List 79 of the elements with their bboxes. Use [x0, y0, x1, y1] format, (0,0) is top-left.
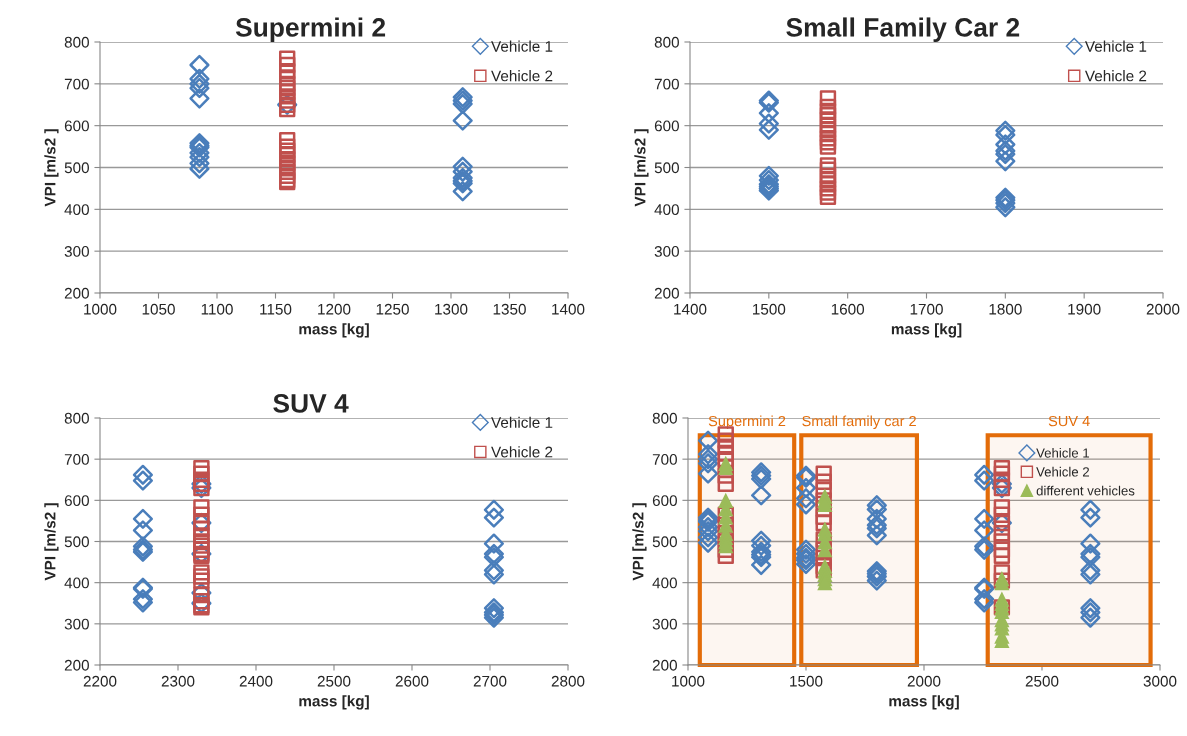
- legend-label: Vehicle 1: [1084, 40, 1147, 52]
- x-tick-label: 1150: [260, 303, 292, 315]
- x-axis-title: mass [kg]: [891, 323, 962, 338]
- band-label: Small family car 2: [802, 415, 916, 430]
- x-tick-label: 1900: [1068, 303, 1101, 315]
- x-tick-label: 2000: [1146, 303, 1180, 315]
- chart-title: Small Family Car 2: [786, 17, 1020, 42]
- legend-label: Vehicle 1: [491, 416, 553, 428]
- x-tick-label: 1600: [831, 303, 865, 315]
- x-tick-label: 1000: [84, 303, 117, 315]
- x-tick-label: 2200: [83, 675, 117, 687]
- x-tick-label: 2800: [551, 675, 585, 687]
- y-tick-label: 500: [64, 536, 89, 548]
- y-tick-label: 700: [64, 78, 89, 90]
- x-tick-label: 3000: [1143, 675, 1177, 687]
- x-tick-label: 1300: [435, 303, 468, 315]
- x-tick-label: 2400: [239, 675, 273, 687]
- y-tick-label: 600: [652, 495, 677, 507]
- x-tick-label: 1200: [318, 303, 351, 315]
- x-tick-label: 1100: [201, 303, 233, 315]
- y-tick-label: 500: [654, 162, 679, 174]
- y-tick-label: 300: [64, 618, 89, 630]
- band-label: SUV 4: [1048, 415, 1090, 427]
- x-tick-label: 1400: [674, 303, 707, 315]
- x-tick-label: 1250: [376, 303, 409, 315]
- y-tick-label: 400: [652, 577, 677, 589]
- y-tick-label: 200: [64, 659, 89, 671]
- x-axis-title: mass [kg]: [299, 323, 369, 338]
- x-tick-label: 2500: [1025, 675, 1059, 687]
- y-tick-label: 400: [64, 204, 89, 216]
- y-axis-title: VPI [m/s2 ]: [44, 503, 59, 581]
- y-tick-label: 300: [654, 246, 679, 257]
- y-tick-label: 700: [64, 454, 89, 465]
- y-tick-label: 700: [652, 454, 677, 465]
- y-tick-label: 200: [654, 287, 679, 299]
- y-tick-label: 800: [652, 412, 677, 424]
- x-tick-label: 2700: [473, 675, 507, 687]
- y-tick-label: 500: [652, 536, 677, 548]
- x-tick-label: 1400: [552, 303, 585, 315]
- y-tick-label: 500: [64, 162, 89, 174]
- x-tick-label: 2600: [395, 675, 429, 687]
- x-tick-label: 1050: [142, 303, 175, 315]
- y-tick-label: 200: [64, 287, 89, 299]
- legend-label: Vehicle 1: [1036, 447, 1090, 458]
- legend-label: different vehicles: [1036, 485, 1135, 496]
- chart-title: SUV 4: [273, 394, 349, 413]
- legend-label: Vehicle 1: [491, 40, 553, 52]
- x-tick-label: 1800: [989, 303, 1022, 315]
- y-tick-label: 400: [654, 204, 679, 216]
- y-tick-label: 200: [652, 659, 677, 671]
- x-tick-label: 2300: [161, 675, 195, 687]
- y-tick-label: 300: [652, 618, 677, 630]
- x-tick-label: 1500: [753, 303, 786, 315]
- y-tick-label: 300: [64, 246, 89, 257]
- y-tick-label: 400: [64, 577, 89, 589]
- x-tick-label: 1350: [493, 303, 526, 315]
- chart-title: Supermini 2: [235, 17, 386, 42]
- legend-label: Vehicle 2: [1036, 466, 1089, 477]
- y-tick-label: 800: [64, 412, 89, 424]
- legend-label: Vehicle 2: [1084, 70, 1147, 82]
- y-axis-title: VPI [m/s2 ]: [44, 129, 59, 207]
- legend-label: Vehicle 2: [491, 446, 553, 458]
- y-tick-label: 800: [654, 36, 679, 48]
- x-tick-label: 1000: [672, 675, 705, 687]
- y-tick-label: 800: [64, 36, 89, 48]
- x-axis-title: mass [kg]: [889, 695, 959, 710]
- y-tick-label: 600: [64, 495, 89, 507]
- y-tick-label: 700: [654, 78, 679, 90]
- x-tick-label: 1500: [790, 675, 823, 687]
- x-tick-label: 2000: [907, 675, 941, 687]
- y-tick-label: 600: [654, 120, 679, 132]
- y-axis-title: VPI [m/s2 ]: [634, 129, 649, 207]
- y-axis-title: VPI [m/s2 ]: [632, 503, 647, 581]
- x-tick-label: 2500: [317, 675, 351, 687]
- band-label: Supermini 2: [708, 415, 786, 430]
- x-axis-title: mass [kg]: [299, 695, 369, 710]
- x-tick-label: 1700: [910, 303, 943, 315]
- legend-label: Vehicle 2: [491, 70, 553, 82]
- y-tick-label: 600: [64, 120, 89, 132]
